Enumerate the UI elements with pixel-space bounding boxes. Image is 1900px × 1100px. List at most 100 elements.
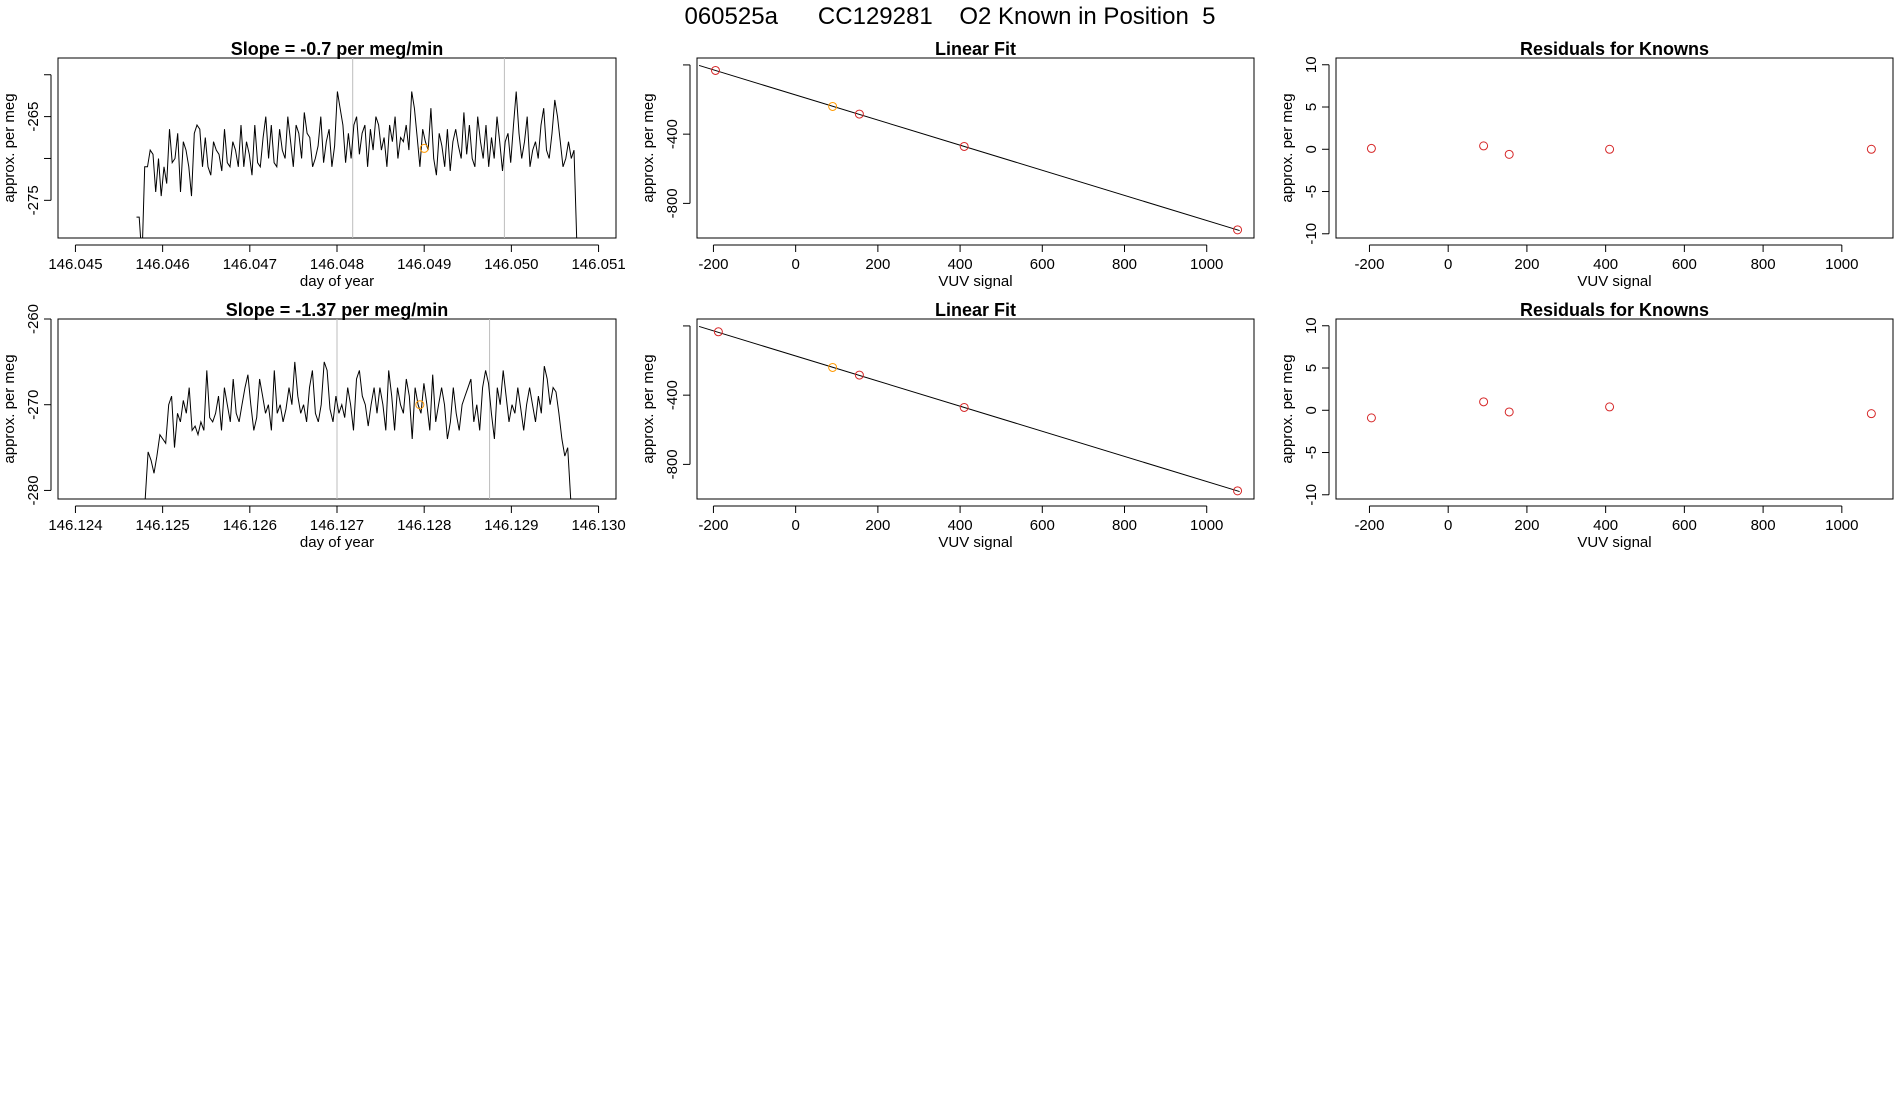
x-tick-label: 1000: [1190, 517, 1223, 534]
chart-title: Residuals for Knowns: [1520, 39, 1709, 59]
x-axis-label: VUV signal: [1577, 273, 1651, 290]
y-tick-label: -270: [25, 390, 42, 420]
x-tick-label: 400: [1593, 517, 1618, 534]
plot-data-area: [144, 319, 572, 499]
x-tick-label: 200: [1514, 517, 1539, 534]
plot-frame: [696, 318, 1255, 500]
y-axis-label: approx. per meg: [1279, 93, 1296, 202]
chart-panel-5: Linear Fit -200 0 200 400 600 800 1000 VUV signa…: [640, 300, 1255, 551]
x-tick-label: -200: [698, 517, 728, 534]
y-tick-label: -800: [664, 188, 681, 218]
plot-data-area: [1366, 141, 1876, 159]
chart-panel-2: Linear Fit -200 0 200 400 600 800 1000 VUV signa…: [640, 39, 1255, 290]
data-point: [854, 370, 864, 380]
y-tick-label: 5: [1303, 364, 1320, 372]
y-axis-label: approx. per meg: [640, 354, 657, 463]
plot-frame: [1335, 57, 1894, 239]
chart-title: Slope = -0.7 per meg/min: [231, 39, 444, 59]
x-tick-label: 400: [948, 517, 973, 534]
data-point: [710, 65, 720, 75]
plot-data-area: [698, 325, 1243, 496]
y-tick-label: 0: [1303, 145, 1320, 153]
data-point: [1366, 143, 1376, 153]
y-tick-label: -275: [25, 185, 42, 215]
fit-line: [698, 325, 1240, 493]
x-tick-label: 400: [948, 256, 973, 273]
data-point: [959, 402, 969, 412]
y-axis-label: approx. per meg: [1279, 354, 1296, 463]
y-tick-label: -800: [664, 449, 681, 479]
x-tick-label: 146.128: [397, 517, 451, 534]
y-axis-label: approx. per meg: [1, 354, 18, 463]
y-axis-label: approx. per meg: [640, 93, 657, 202]
x-tick-label: 1000: [1825, 256, 1858, 273]
data-point: [1504, 149, 1514, 159]
data-point: [959, 141, 969, 151]
plot-data-area: [136, 58, 578, 238]
x-tick-label: 146.047: [223, 256, 277, 273]
data-point: [854, 109, 864, 119]
x-tick-label: 146.046: [136, 256, 190, 273]
x-tick-label: 600: [1672, 517, 1697, 534]
data-point: [713, 327, 723, 337]
plot-data-area: [1366, 397, 1876, 423]
x-tick-label: 800: [1112, 517, 1137, 534]
x-tick-label: 200: [865, 256, 890, 273]
y-tick-label: -400: [664, 380, 681, 410]
y-tick-label: 10: [1303, 56, 1320, 73]
x-tick-label: 146.045: [48, 256, 102, 273]
data-point: [1605, 402, 1615, 412]
chart-title: Residuals for Knowns: [1520, 300, 1709, 320]
x-tick-label: 600: [1672, 256, 1697, 273]
chart-title: Linear Fit: [935, 300, 1016, 320]
y-tick-label: -10: [1303, 223, 1320, 245]
y-tick-label: 5: [1303, 103, 1320, 111]
x-axis-label: day of year: [300, 534, 374, 551]
x-axis-label: VUV signal: [1577, 534, 1651, 551]
plot-frame: [696, 57, 1255, 239]
x-tick-label: 800: [1112, 256, 1137, 273]
data-point: [1233, 225, 1243, 235]
data-point: [1479, 397, 1489, 407]
highlight-point: [419, 143, 429, 153]
x-tick-label: 146.125: [136, 517, 190, 534]
x-tick-label: 0: [1444, 517, 1452, 534]
x-tick-label: 146.048: [310, 256, 364, 273]
x-tick-label: -200: [698, 256, 728, 273]
chart-title: Slope = -1.37 per meg/min: [226, 300, 449, 320]
chart-panel-1: Slope = -0.7 per meg/min 146.045 146.046 14…: [1, 39, 626, 290]
x-tick-label: 800: [1751, 517, 1776, 534]
x-tick-label: 146.127: [310, 517, 364, 534]
x-tick-label: 1000: [1190, 256, 1223, 273]
x-axis-label: VUV signal: [938, 273, 1012, 290]
x-tick-label: 146.130: [571, 517, 625, 534]
x-tick-label: 146.050: [484, 256, 538, 273]
x-axis-label: VUV signal: [938, 534, 1012, 551]
x-tick-label: 0: [791, 517, 799, 534]
data-point: [1866, 144, 1876, 154]
x-tick-label: -200: [1354, 256, 1384, 273]
plot-data-area: [698, 64, 1243, 235]
data-point: [1366, 413, 1376, 423]
data-point: [1233, 486, 1243, 496]
data-point: [1605, 144, 1615, 154]
data-point: [1866, 409, 1876, 419]
y-axis-label: approx. per meg: [1, 93, 18, 202]
x-tick-label: 200: [865, 517, 890, 534]
y-tick-label: 10: [1303, 317, 1320, 334]
y-tick-label: -400: [664, 119, 681, 149]
x-tick-label: 146.049: [397, 256, 451, 273]
chart-panel-3: Residuals for Knowns-200 0 200 400 600 800 100…: [1279, 39, 1894, 290]
x-tick-label: 400: [1593, 256, 1618, 273]
y-tick-label: 0: [1303, 406, 1320, 414]
data-point: [828, 101, 838, 111]
x-tick-label: 600: [1030, 256, 1055, 273]
x-tick-label: 146.051: [571, 256, 625, 273]
highlight-point: [415, 400, 425, 410]
x-tick-label: 146.129: [484, 517, 538, 534]
x-tick-label: 1000: [1825, 517, 1858, 534]
fit-line: [698, 64, 1240, 232]
chart-title: Linear Fit: [935, 39, 1016, 59]
plot-frame: [1335, 318, 1894, 500]
